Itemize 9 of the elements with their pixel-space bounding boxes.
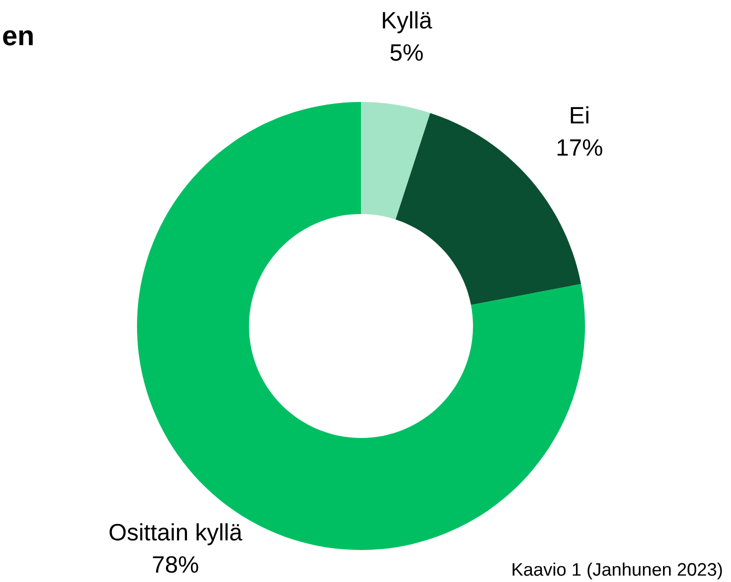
slice-label: Kyllä [382, 11, 432, 34]
data-label: 78% [152, 556, 198, 573]
data-label: 17% [558, 139, 602, 156]
data-label: 5% [390, 44, 423, 61]
donut-slice [361, 102, 430, 220]
slice-label: Osittain kyllä [110, 523, 242, 546]
chart-title: en [3, 30, 33, 46]
slice-label: Ei [570, 106, 588, 124]
text: Kaavio 1 (Janhunen 2023) [512, 562, 722, 580]
